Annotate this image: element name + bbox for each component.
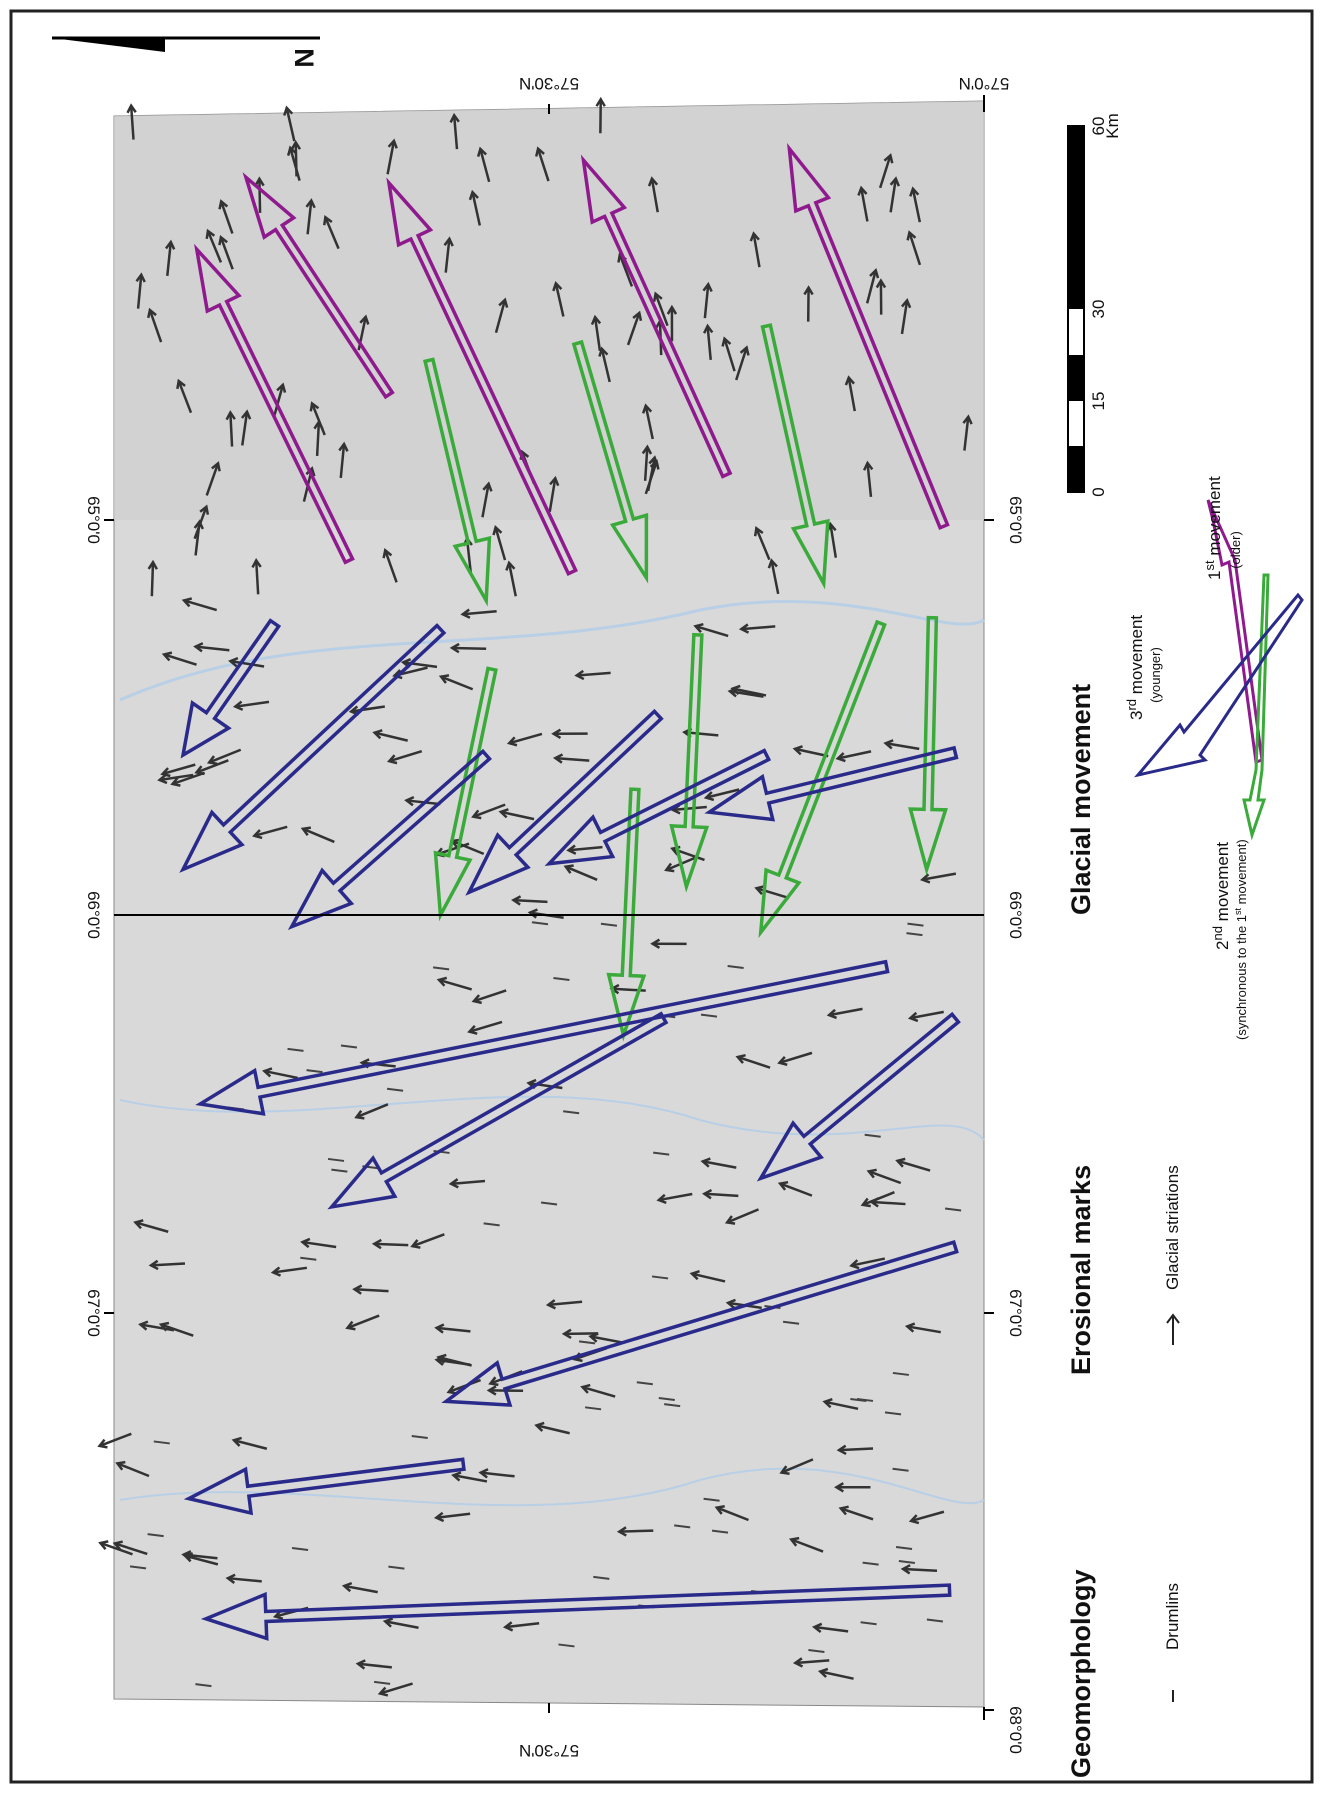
- coord-label: 66°0'0: [1006, 891, 1025, 939]
- map-upland: [114, 101, 984, 520]
- scale-tick: 30: [1089, 300, 1108, 319]
- striation: [317, 422, 319, 456]
- scale-tick: 0: [1089, 487, 1108, 496]
- coord-label: 65°0'0: [84, 496, 103, 544]
- coord-label: 57°30'N: [519, 74, 579, 93]
- legend-item: Glacial striations: [1163, 1165, 1182, 1290]
- striation: [619, 1531, 653, 1532]
- legend-item: Drumlins: [1163, 1583, 1182, 1650]
- legend-text: movement: [1127, 615, 1146, 699]
- page: N 57°30'N 57°0'N 57°30'N 65°0'0 66°0'0 6…: [0, 0, 1323, 1796]
- legend-note: (older): [1228, 531, 1243, 569]
- legend-text: movement: [1205, 476, 1224, 560]
- legend-text: 2: [1213, 941, 1232, 950]
- coord-label: 66°0'0: [84, 891, 103, 939]
- legend-text: (synchronous to the 1: [1234, 915, 1249, 1040]
- legend-text: movement: [1213, 842, 1232, 926]
- striation: [374, 1244, 408, 1245]
- striation: [152, 562, 153, 596]
- striation: [259, 179, 260, 213]
- coord-label: 68°0'0: [1006, 1706, 1025, 1754]
- striation: [839, 1448, 873, 1450]
- legend-text: nd: [1210, 926, 1225, 940]
- legend-text: st: [1202, 560, 1217, 571]
- scale-tick: 60: [1089, 117, 1108, 136]
- scale-tick: 15: [1089, 392, 1108, 411]
- coord-label: 65°0'0: [1006, 496, 1025, 544]
- coord-label: 57°30'N: [519, 1741, 579, 1760]
- legend-text: rd: [1124, 699, 1139, 711]
- legend-note: (synchronous to the 1st movement): [1233, 839, 1249, 1040]
- coord-label: 67°0'0: [1006, 1289, 1025, 1337]
- legend-title: Glacial movement: [1066, 684, 1096, 915]
- coord-label: 67°0'0: [84, 1289, 103, 1337]
- legend-text: 1: [1205, 571, 1224, 580]
- striation: [230, 413, 232, 447]
- north-label: N: [289, 48, 319, 68]
- legend-text: 3: [1127, 711, 1146, 720]
- legend-title: Erosional marks: [1066, 1165, 1096, 1375]
- legend-text: movement): [1234, 839, 1249, 908]
- striation: [452, 648, 486, 649]
- coord-label: 57°0'N: [959, 74, 1010, 93]
- legend-note: (younger): [1148, 647, 1163, 703]
- legend-title: Geomorphology: [1066, 1570, 1096, 1779]
